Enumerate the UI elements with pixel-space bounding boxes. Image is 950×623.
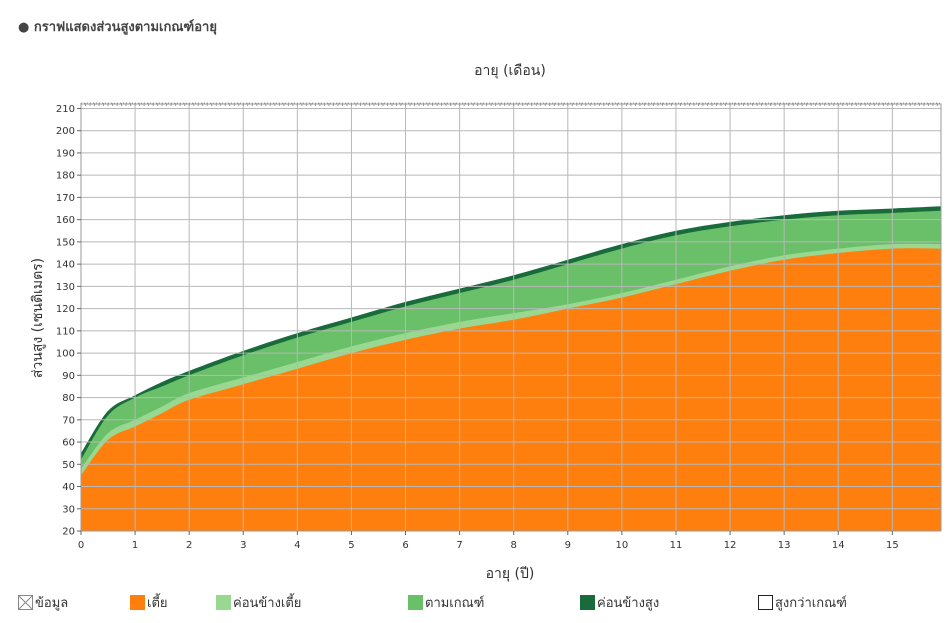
y-tick-label: 150 — [56, 237, 75, 248]
y-tick-label: 50 — [62, 460, 75, 471]
legend-item: ข้อมูล — [18, 592, 68, 613]
y-axis-title: ส่วนสูง (เซนติเมตร) — [30, 258, 46, 378]
x-tick-label: 6 — [402, 540, 408, 551]
y-tick-label: 60 — [62, 438, 75, 449]
x-tick-label: 2 — [186, 540, 192, 551]
y-tick-label: 40 — [62, 482, 75, 493]
y-tick-label: 200 — [56, 126, 75, 137]
legend-item: สูงกว่าเกณฑ์ — [758, 592, 847, 613]
x-tick-label: 11 — [670, 540, 683, 551]
y-tick-label: 170 — [56, 193, 75, 204]
legend-swatch — [130, 595, 145, 610]
y-tick-label: 160 — [56, 215, 75, 226]
legend-label: ค่อนข้างเตี้ย — [233, 596, 302, 611]
y-tick-label: 30 — [62, 504, 75, 515]
x-tick-label: 12 — [724, 540, 737, 551]
y-tick-label: 110 — [56, 326, 75, 337]
y-tick-label: 190 — [56, 148, 75, 159]
x-tick-label: 14 — [832, 540, 845, 551]
legend-swatch — [408, 595, 423, 610]
page-title: ● กราฟแสดงส่วนสูงตามเกณฑ์อายุ — [18, 20, 217, 35]
x-axis-title: อายุ (ปี) — [486, 566, 535, 582]
top-axis-title: อายุ (เดือน) — [474, 63, 546, 79]
y-tick-label: 20 — [62, 527, 75, 538]
y-tick-label: 130 — [56, 282, 75, 293]
x-tick-label: 15 — [886, 540, 899, 551]
x-tick-label: 10 — [616, 540, 629, 551]
x-tick-label: 8 — [511, 540, 517, 551]
x-tick-label: 0 — [78, 540, 84, 551]
legend-swatch — [18, 595, 33, 610]
y-tick-label: 180 — [56, 171, 75, 182]
legend-item: ค่อนข้างสูง — [580, 592, 659, 613]
y-tick-label: 70 — [62, 415, 75, 426]
legend-label: ข้อมูล — [35, 596, 69, 611]
legend-label: ตามเกณฑ์ — [425, 596, 485, 611]
x-tick-label: 9 — [565, 540, 571, 551]
legend-item: เตี้ย — [130, 592, 168, 613]
legend-swatch — [580, 595, 595, 610]
x-tick-label: 5 — [348, 540, 354, 551]
chart-legend: ข้อมูล เตี้ย ค่อนข้างเตี้ย ตามเกณฑ์ ค่อนข้าง… — [18, 592, 938, 612]
area-1 — [81, 248, 941, 531]
legend-label: ค่อนข้างสูง — [597, 596, 660, 611]
y-tick-label: 140 — [56, 260, 75, 271]
legend-item: ตามเกณฑ์ — [408, 592, 484, 613]
x-tick-label: 13 — [778, 540, 791, 551]
x-tick-label: 3 — [240, 540, 246, 551]
x-tick-label: 4 — [294, 540, 300, 551]
y-tick-label: 90 — [62, 371, 75, 382]
legend-label: เตี้ย — [147, 596, 168, 611]
legend-swatch — [216, 595, 231, 610]
y-tick-label: 120 — [56, 304, 75, 315]
y-tick-label: 210 — [56, 104, 75, 115]
y-tick-label: 100 — [56, 349, 75, 360]
legend-item: ค่อนข้างเตี้ย — [216, 592, 301, 613]
x-tick-label: 7 — [456, 540, 462, 551]
legend-swatch — [758, 595, 773, 610]
legend-label: สูงกว่าเกณฑ์ — [775, 596, 847, 611]
plot-frame — [80, 103, 942, 532]
x-tick-label: 1 — [132, 540, 138, 551]
y-tick-label: 80 — [62, 393, 75, 404]
